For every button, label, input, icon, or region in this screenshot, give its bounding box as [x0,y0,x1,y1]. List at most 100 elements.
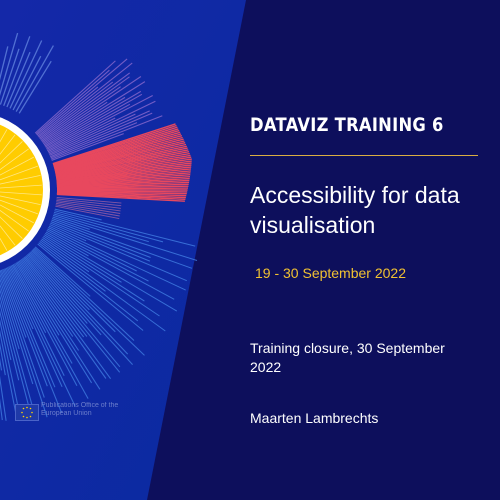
sunburst-ray [56,172,191,184]
sunburst-ray [54,138,184,171]
sunburst-ray [52,214,198,261]
sunburst-ray [18,60,52,114]
sunburst-core-line [0,184,42,189]
sunburst-ray [56,164,192,182]
sunburst-ray [48,113,136,155]
sunburst-ray [34,246,91,297]
sunburst-core-line [0,134,16,155]
sunburst-ray [53,211,164,243]
sunburst-ray [0,342,6,376]
sunburst-ray [55,156,192,179]
sunburst-ray [56,191,187,197]
sunburst-ray [17,261,101,390]
sunburst-ray [32,248,145,356]
sunburst-ray [56,199,121,209]
sunburst-ray [51,115,163,160]
sunburst-core-line [0,204,34,224]
sunburst-ray [55,154,191,178]
sunburst-core-line [0,199,38,215]
sunburst-ray [43,81,146,146]
sunburst-ray [0,277,34,385]
title-panel: DATAVIZ TRAINING 6 Accessibility for dat… [250,0,490,500]
sunburst-ray [19,259,74,337]
sunburst-ray [39,81,114,139]
sunburst-core [0,124,43,256]
sunburst-ray [53,128,179,167]
sunburst-ray [45,231,89,257]
sunburst-ray [56,185,189,190]
sunburst-ray [41,86,121,142]
sunburst-ray [54,140,185,172]
sunburst-ray [6,51,31,108]
sunburst-ray [0,282,20,350]
sunburst-ray [45,90,142,148]
eu-flag-icon [15,404,39,421]
sunburst-ray [47,117,116,153]
series-title: DATAVIZ TRAINING 6 [250,114,444,136]
divider [250,155,478,156]
sunburst-ray [56,166,192,182]
sunburst-ray [45,93,143,149]
sunburst-ray [11,264,78,386]
sunburst-ray [56,158,192,179]
sunburst-ray [56,174,191,185]
sunburst-ray [49,224,87,242]
sunburst-ray [0,48,20,105]
sunburst-ray [0,309,12,361]
sunburst-ray [18,260,80,351]
sunburst-ray [49,112,153,158]
sunburst-ray [42,76,142,144]
sunburst-ray [54,210,196,247]
sunburst-ray [55,147,188,175]
sunburst-ray [53,126,178,166]
sunburst-ray [55,145,187,174]
sunburst-ray [0,294,33,421]
sunburst-ray [53,133,182,169]
sunburst-ray [20,258,107,379]
sunburst-core-line [0,209,29,232]
publications-office-text: Publications Office of the European Unio… [41,402,119,417]
sunburst-ray [56,193,186,200]
sunburst-ray [51,218,193,269]
sunburst-ray [53,131,181,168]
sunburst-ray [40,76,130,141]
sunburst-ray [54,208,102,221]
sunburst-ray [29,252,134,365]
sunburst-ray [48,225,186,291]
sunburst-ray [46,103,131,150]
sunburst-ray [52,216,90,230]
sunburst-ray [3,268,63,413]
sunburst-ray [12,55,42,111]
sunburst-ray [43,101,108,145]
sunburst-ray [0,272,48,418]
sunburst-ray [40,239,166,332]
sunburst-core-line [0,175,41,185]
sunburst-ray [44,234,122,283]
sunburst-core-line [0,216,23,239]
sunburst-ray [55,205,120,220]
sunburst-ray [9,40,43,109]
sunburst-ray [52,123,176,165]
sunburst-ray [53,129,180,168]
sunburst-ray [22,257,85,338]
sunburst-ray [8,266,76,407]
sunburst-ray [56,192,186,199]
sunburst-ray [37,243,144,331]
sunburst-ray [56,176,191,186]
sunburst-ray [56,187,189,190]
sunburst-ray [50,122,138,159]
sunburst-ray [56,181,190,188]
sunburst-core-line [0,129,8,143]
sunburst-ray [55,202,121,214]
sunburst-ray [56,168,192,183]
sunburst-ray [41,238,90,273]
sunburst-rays [0,32,198,422]
sunburst-ray [0,375,7,421]
sunburst-ray [23,256,88,337]
sunburst-core-line [0,156,34,176]
sunburst-ray [15,262,60,336]
sunburst-ray [39,72,131,140]
sunburst-ray [10,265,47,334]
sunburst-ray [0,270,45,398]
